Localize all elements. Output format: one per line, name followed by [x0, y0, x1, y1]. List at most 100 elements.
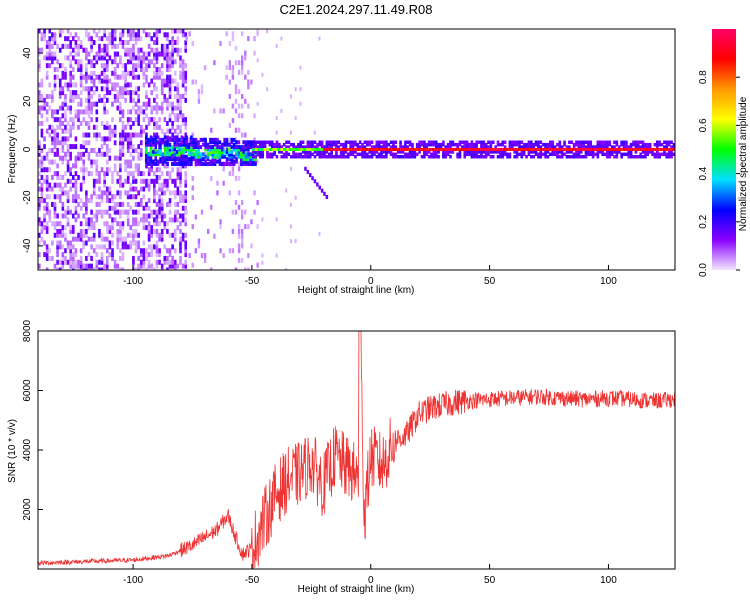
heatmap-noise-cell: [82, 86, 86, 92]
heatmap-band-cell: [477, 150, 481, 154]
heatmap-noise-cell: [132, 66, 135, 72]
heatmap-noise-cell: [171, 124, 174, 130]
snr-x-tick-label: -50: [245, 575, 260, 586]
heatmap-band-cell: [163, 159, 167, 164]
heatmap-band-cell: [568, 154, 571, 159]
heatmap-noise-cell: [98, 259, 101, 265]
heatmap-noise-cell: [139, 140, 143, 146]
heatmap-band-cell: [254, 140, 257, 145]
heatmap-noise-cell: [77, 236, 80, 242]
heatmap-band-cell: [361, 145, 364, 149]
heatmap-band-cell: [468, 145, 471, 149]
heatmap-band-cell: [171, 152, 174, 157]
heatmap-noise-cell: [69, 167, 72, 173]
heatmap-band-cell: [149, 140, 153, 145]
heatmap-noise-cell: [132, 132, 135, 138]
heatmap-band-cell: [594, 145, 597, 149]
heatmap-noise-cell: [153, 39, 156, 45]
heatmap-noise-cell: [43, 205, 46, 211]
heatmap-noise-cell: [66, 198, 70, 204]
heatmap-band-cell: [392, 145, 395, 149]
heatmap-band-cell: [256, 140, 260, 145]
heatmap-noise-cell: [194, 248, 198, 254]
heatmap-noise-cell: [100, 252, 104, 258]
heatmap-band-cell: [228, 149, 231, 154]
heatmap-noise-cell: [69, 248, 72, 254]
heatmap-noise-cell: [56, 163, 59, 169]
heatmap-noise-cell: [79, 97, 83, 103]
heatmap-noise-cell: [121, 93, 125, 99]
heatmap-noise-cell: [158, 51, 161, 57]
heatmap-noise-cell: [90, 225, 93, 231]
heatmap-band-cell: [551, 145, 555, 149]
heatmap-noise-cell: [66, 86, 70, 92]
heatmap-noise-cell: [134, 147, 138, 153]
heatmap-noise-cell: [92, 70, 96, 76]
heatmap-noise-cell: [126, 171, 130, 177]
heatmap-noise-cell: [100, 70, 104, 76]
heatmap-band-cell: [185, 145, 188, 150]
heatmap-main-line-cell: [263, 148, 267, 151]
heatmap-band-cell: [510, 140, 514, 145]
heatmap-band-cell: [489, 140, 493, 145]
heatmap-band-cell: [627, 145, 631, 149]
heatmap-band-cell: [168, 152, 172, 157]
heatmap-noise-cell: [160, 63, 164, 69]
heatmap-band-cell: [182, 149, 186, 154]
heatmap-noise-cell: [56, 43, 59, 49]
heatmap-noise-cell: [225, 65, 228, 71]
heatmap-band-cell: [392, 142, 395, 147]
heatmap-band-cell: [468, 150, 471, 154]
heatmap-band-cell: [665, 140, 669, 145]
heatmap-band-cell: [344, 140, 348, 145]
heatmap-band-cell: [606, 154, 609, 159]
heatmap-band-cell: [175, 152, 179, 157]
heatmap-band-cell: [178, 137, 181, 142]
heatmap-band-cell: [491, 150, 495, 154]
heatmap-noise-cell: [95, 217, 99, 223]
heatmap-noise-cell: [40, 198, 44, 204]
heatmap-noise-cell: [53, 205, 57, 211]
heatmap-noise-cell: [56, 182, 59, 188]
heatmap-band-cell: [156, 152, 160, 157]
heatmap-band-cell: [408, 142, 412, 147]
heatmap-band-cell: [311, 145, 314, 149]
heatmap-noise-cell: [85, 194, 88, 200]
heatmap-noise-cell: [126, 70, 130, 76]
heatmap-noise-cell: [116, 232, 120, 238]
heatmap-band-cell: [261, 154, 265, 159]
heatmap-band-cell: [496, 150, 500, 154]
heatmap-noise-cell: [38, 232, 41, 238]
heatmap-noise-cell: [95, 201, 99, 207]
heatmap-band-cell: [161, 140, 165, 145]
heatmap-band-cell: [491, 140, 495, 145]
heatmap-band-cell: [625, 145, 628, 149]
heatmap-noise-cell: [119, 174, 122, 180]
heatmap-noise-cell: [66, 178, 70, 184]
heatmap-noise-cell: [61, 259, 65, 265]
heatmap-band-cell: [606, 152, 609, 157]
heatmap-noise-cell: [92, 101, 96, 107]
heatmap-noise-cell: [234, 98, 238, 104]
heatmap-noise-cell: [58, 32, 62, 38]
heatmap-band-cell: [216, 154, 219, 159]
heatmap-band-cell: [525, 145, 528, 149]
heatmap-noise-cell: [158, 167, 161, 173]
heatmap-noise-cell: [51, 59, 54, 65]
heatmap-noise-cell: [119, 221, 122, 227]
heatmap-noise-cell: [90, 47, 93, 53]
heatmap-noise-cell: [64, 248, 67, 254]
heatmap-noise-cell: [163, 163, 167, 169]
heatmap-main-line-cell: [542, 148, 546, 151]
heatmap-band-cell: [598, 140, 602, 145]
heatmap-band-cell: [617, 145, 621, 149]
heatmap-main-line-cell: [608, 148, 612, 151]
heatmap-band-cell: [223, 149, 226, 154]
heatmap-noise-cell: [56, 66, 59, 72]
heatmap-noise-cell: [216, 190, 219, 196]
heatmap-noise-cell: [153, 51, 156, 57]
heatmap-noise-cell: [79, 151, 83, 157]
heatmap-noise-cell: [145, 66, 148, 72]
heatmap-noise-cell: [103, 244, 106, 250]
heatmap-band-cell: [549, 140, 552, 145]
